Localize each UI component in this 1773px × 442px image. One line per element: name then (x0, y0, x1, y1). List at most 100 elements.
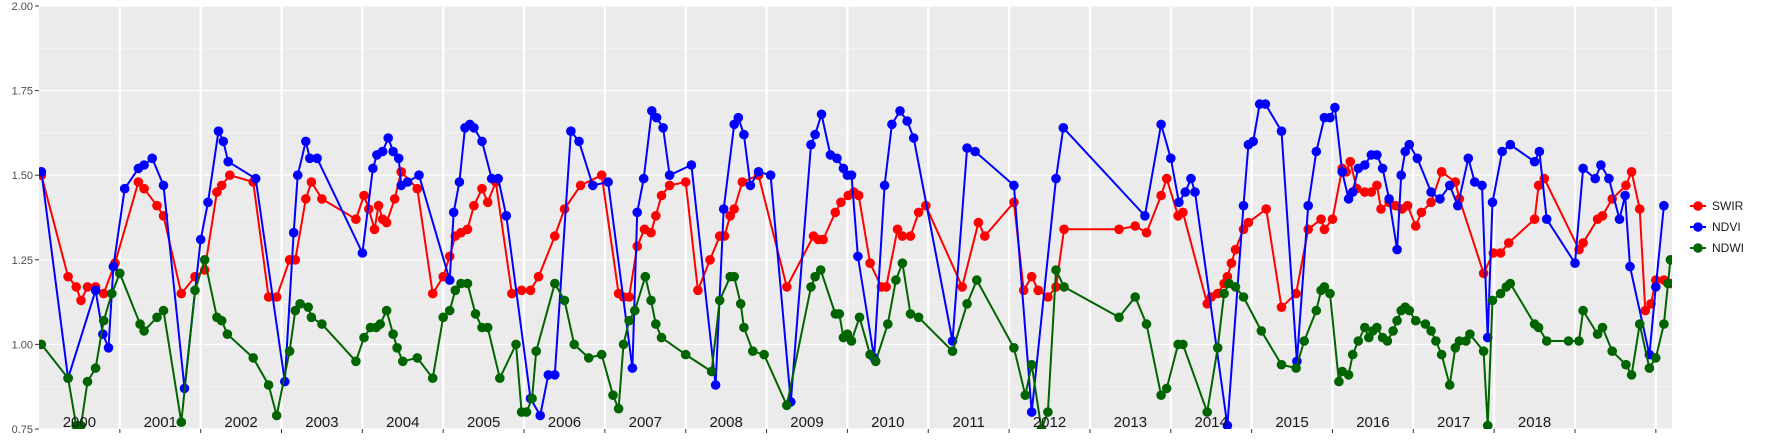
data-point-swir (516, 285, 527, 296)
data-point-ndwi (290, 305, 301, 316)
year-label: 2012 (1033, 414, 1066, 431)
data-point-ndwi (1505, 278, 1516, 289)
data-point-ndwi (883, 319, 893, 329)
data-point-ndvi (108, 261, 119, 272)
data-point-ndwi (759, 349, 769, 360)
data-point-ndwi (359, 332, 369, 343)
data-point-swir (1303, 224, 1313, 235)
data-point-ndwi (1059, 282, 1069, 292)
data-point-ndwi (596, 349, 607, 360)
data-point-ndvi (1396, 170, 1406, 180)
data-point-ndvi (1325, 112, 1335, 123)
data-point-swir (444, 251, 455, 262)
data-point-swir (533, 271, 544, 282)
data-point-ndwi (295, 299, 305, 309)
data-point-ndvi (393, 153, 404, 164)
data-point-swir (359, 190, 369, 201)
data-point-swir (317, 194, 327, 204)
data-point-swir (1291, 288, 1301, 299)
data-point-ndwi (306, 312, 317, 323)
data-point-ndwi (1533, 322, 1544, 333)
data-point-ndvi (718, 204, 729, 214)
data-point-ndwi (1574, 336, 1584, 346)
data-point-ndwi (1372, 322, 1382, 333)
data-point-ndwi (1291, 363, 1301, 373)
year-label: 2007 (629, 414, 662, 431)
data-point-ndwi (427, 373, 438, 384)
data-point-swir (865, 258, 875, 269)
data-point-ndwi (438, 312, 449, 323)
data-point-ndwi (815, 265, 826, 275)
data-point-ndvi (1625, 261, 1635, 272)
data-point-ndvi (550, 370, 560, 380)
data-point-ndvi (1620, 190, 1630, 201)
data-point-ndvi (664, 170, 675, 180)
data-point-ndwi (482, 322, 493, 333)
data-point-swir (1597, 211, 1608, 221)
data-point-swir (507, 288, 517, 299)
data-point-ndwi (115, 268, 125, 279)
data-point-swir (381, 217, 392, 228)
data-point-ndvi (1469, 177, 1480, 187)
data-point-ndwi (1161, 383, 1172, 394)
data-point-swir (1026, 271, 1037, 282)
data-point-ndwi (1020, 390, 1031, 401)
data-point-ndvi (223, 156, 233, 167)
data-point-swir (1230, 244, 1241, 255)
data-point-swir (957, 282, 967, 292)
data-point-ndvi (1051, 173, 1061, 184)
data-point-ndvi (469, 123, 479, 133)
data-point-ndvi (588, 180, 598, 191)
data-point-ndwi (1436, 349, 1447, 360)
data-point-ndwi (1319, 282, 1330, 292)
data-point-ndvi (733, 112, 744, 123)
data-point-ndvi (493, 173, 504, 184)
year-label: 2004 (386, 414, 419, 431)
year-label: 2010 (871, 414, 904, 431)
data-point-ndvi (1156, 119, 1166, 130)
data-point-ndvi (1360, 160, 1370, 170)
data-point-swir (1043, 292, 1053, 302)
data-point-swir (1495, 248, 1506, 258)
year-label: 2006 (548, 414, 581, 431)
data-point-swir (1410, 221, 1421, 231)
data-point-ndwi (511, 339, 521, 350)
data-point-ndvi (647, 106, 657, 116)
data-point-ndvi (1260, 99, 1271, 109)
data-point-ndwi (139, 326, 149, 336)
data-point-ndvi (1529, 156, 1540, 167)
series-layer (39, 99, 1672, 429)
data-point-swir (719, 231, 730, 241)
data-point-ndvi (1590, 173, 1600, 184)
data-point-swir (133, 177, 144, 187)
data-point-ndvi (1238, 200, 1249, 211)
data-point-ndvi (147, 153, 157, 164)
data-point-ndvi (1337, 167, 1347, 177)
data-point-swir (63, 271, 73, 282)
data-point-ndvi (1604, 173, 1614, 184)
data-point-ndvi (444, 275, 455, 285)
data-point-swir (525, 285, 536, 296)
data-point-swir (271, 292, 282, 302)
data-point-swir (82, 282, 93, 292)
data-point-ndvi (1347, 187, 1358, 197)
data-point-swir (973, 217, 984, 228)
data-point-ndwi (1238, 292, 1249, 302)
data-point-ndwi (680, 349, 691, 360)
data-point-swir (1503, 238, 1514, 248)
data-point-ndvi (1392, 244, 1402, 255)
data-point-ndvi (139, 160, 149, 170)
data-point-ndwi (450, 285, 461, 296)
data-point-swir (1276, 302, 1287, 313)
data-point-ndwi (1444, 380, 1455, 390)
data-point-ndvi (1659, 200, 1669, 211)
data-point-ndvi (1614, 214, 1625, 224)
data-point-ndvi (1463, 153, 1474, 164)
data-point-swir (737, 177, 748, 187)
data-point-ndvi (962, 143, 972, 153)
data-point-ndwi (392, 343, 402, 353)
data-point-ndwi (1659, 319, 1669, 329)
data-point-swir (664, 180, 675, 191)
data-point-ndvi (454, 177, 465, 187)
data-point-ndwi (962, 299, 972, 309)
